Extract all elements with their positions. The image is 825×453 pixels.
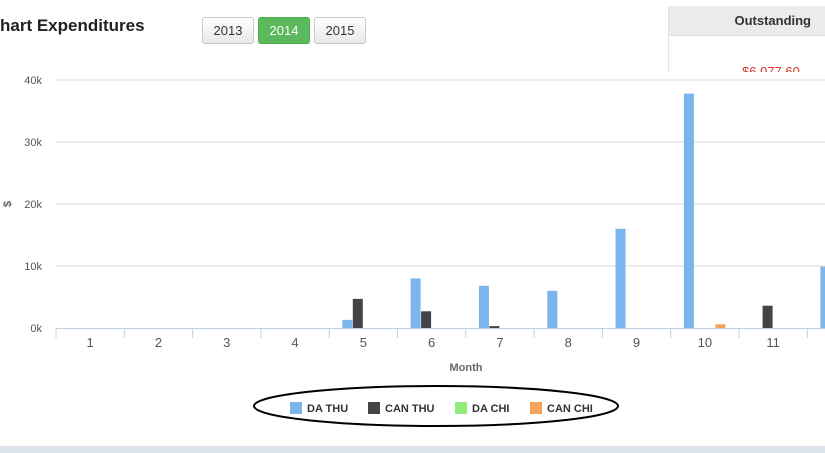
bar-da-thu-month-5[interactable]	[342, 319, 353, 328]
y-tick-label: 20k	[24, 199, 42, 211]
legend-label-da-chi[interactable]: DA CHI	[472, 403, 509, 415]
year-2013-button[interactable]: 2013	[202, 17, 254, 44]
bar-da-thu-month-12[interactable]	[820, 266, 825, 328]
legend-label-da-thu[interactable]: DA THU	[307, 403, 348, 415]
legend-label-can-thu[interactable]: CAN THU	[385, 403, 435, 415]
x-tick-label: 7	[496, 335, 503, 350]
y-tick-label: 10k	[24, 261, 42, 273]
bar-da-thu-month-6[interactable]	[410, 278, 421, 328]
year-2014-button[interactable]: 2014	[258, 17, 310, 44]
legend-highlight-ellipse	[253, 385, 619, 427]
y-axis-label: $	[2, 201, 14, 207]
bar-can-thu-month-6[interactable]	[421, 311, 432, 328]
legend-swatch-can-thu	[368, 402, 380, 414]
bar-can-thu-month-11[interactable]	[762, 305, 773, 328]
year-2015-button[interactable]: 2015	[314, 17, 366, 44]
chart-bars	[342, 93, 825, 328]
outstanding-heading: Outstanding	[668, 6, 825, 36]
outstanding-value: $6,077.60	[742, 64, 800, 72]
panel-divider	[668, 6, 669, 72]
chart-gridlines	[56, 79, 825, 267]
page-title: hart Expenditures	[0, 16, 145, 35]
x-tick-label: 3	[223, 335, 230, 350]
x-tick-label: 6	[428, 335, 435, 350]
page-footer-strip	[0, 446, 825, 453]
y-tick-label: 30k	[24, 137, 42, 149]
bar-da-thu-month-9[interactable]	[615, 228, 626, 328]
legend-swatch-can-chi	[530, 402, 542, 414]
x-tick-label: 11	[766, 335, 780, 350]
y-tick-label: 40k	[24, 75, 42, 87]
y-axis-ticks: 0k 10k 20k 30k 40k	[24, 75, 42, 335]
bar-can-thu-month-7[interactable]	[489, 326, 500, 328]
bar-can-chi-month-10[interactable]	[715, 324, 726, 328]
bar-da-thu-month-8[interactable]	[547, 290, 558, 328]
outstanding-panel: Outstanding $6,077.60	[668, 6, 825, 72]
x-axis: 123456789101112	[55, 328, 825, 350]
legend-swatch-da-thu	[290, 402, 302, 414]
bar-da-thu-month-10[interactable]	[683, 93, 694, 328]
chart-legend: DA THU CAN THU DA CHI CAN CHI	[290, 402, 593, 415]
legend-swatch-da-chi	[455, 402, 467, 414]
bar-can-thu-month-5[interactable]	[352, 298, 363, 328]
x-tick-label: 5	[360, 335, 367, 350]
x-tick-label: 2	[155, 335, 162, 350]
bar-da-thu-month-7[interactable]	[478, 285, 489, 328]
x-tick-label: 8	[565, 335, 572, 350]
x-tick-label: 10	[698, 335, 712, 350]
x-tick-label: 4	[291, 335, 298, 350]
y-tick-label: 0k	[30, 323, 42, 335]
year-selector: 2013 2014 2015	[202, 17, 366, 44]
x-tick-label: 1	[87, 335, 94, 350]
x-tick-label: 9	[633, 335, 640, 350]
legend-label-can-chi[interactable]: CAN CHI	[547, 403, 593, 415]
x-axis-label: Month	[450, 362, 483, 374]
